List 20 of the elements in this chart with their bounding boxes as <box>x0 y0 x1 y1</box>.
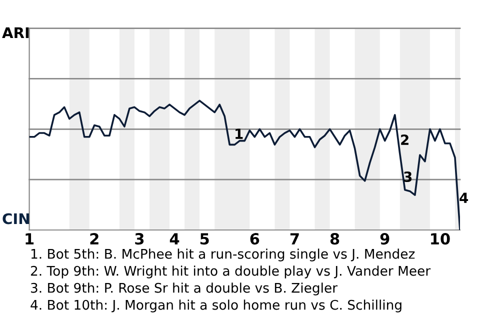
annotation: 4 <box>460 192 468 203</box>
x-tick-label: 1 <box>26 233 34 244</box>
x-tick-label: 6 <box>250 233 260 245</box>
x-tick-label: 2 <box>90 233 98 244</box>
text: CIN <box>2 213 29 224</box>
x-tick-label: 8 <box>330 233 340 245</box>
x-tick-label: 3 <box>135 233 144 245</box>
annotation: 3 <box>404 172 412 182</box>
x-tick-label: 10 <box>431 233 450 245</box>
x-tick-label: 5 <box>200 233 209 245</box>
text: 2. Top 9th: W. Wright hit into a double play vs J. Vander Meer <box>30 266 431 278</box>
text: 3. Bot 9th: P. Rose Sr hit a double vs B. Ziegler <box>31 282 338 296</box>
annotation: 2 <box>401 134 408 145</box>
text: 1. Bot 5th: B. McPhee hit a run-scoring single vs J. Mendez <box>31 248 415 262</box>
x-tick-label: 7 <box>290 233 299 244</box>
x-tick-label: 4 <box>170 233 180 244</box>
x-tick-label: 9 <box>380 233 390 245</box>
text: ARI <box>2 27 29 38</box>
text: 4. Bot 10th: J. Morgan hit a solo home run vs C. Schilling <box>30 300 402 312</box>
annotation: 1 <box>236 128 243 139</box>
